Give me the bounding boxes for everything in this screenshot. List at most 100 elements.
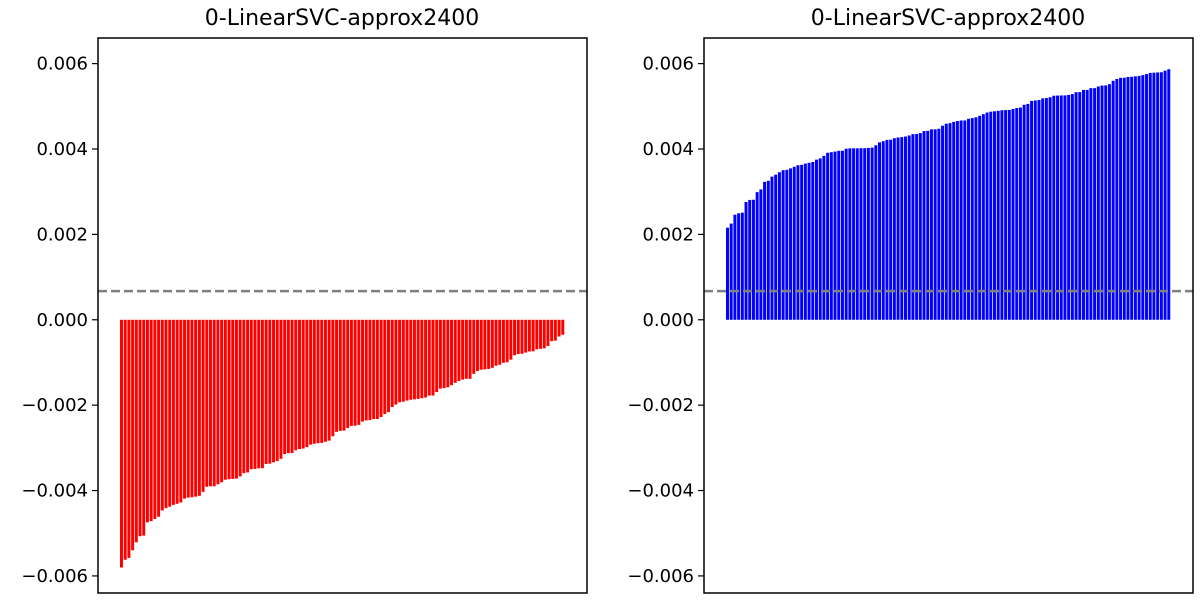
bar — [959, 120, 963, 320]
right-y-axis: −0.006 −0.004 −0.002 0.000 0.002 0.004 0.006 — [627, 54, 704, 587]
y-tick-label: 0.006 — [36, 54, 88, 75]
bar — [383, 319, 387, 414]
bar — [915, 133, 919, 320]
bar — [1111, 80, 1115, 320]
bar — [120, 319, 123, 568]
bar — [974, 117, 978, 320]
bar — [1041, 98, 1045, 320]
bar — [1093, 88, 1097, 320]
bar — [1063, 95, 1067, 320]
bar — [855, 148, 859, 320]
bar — [1074, 92, 1078, 320]
bar — [542, 319, 546, 349]
bar — [1011, 109, 1015, 320]
bar — [227, 319, 231, 480]
bar — [1018, 107, 1022, 320]
y-tick-label: −0.004 — [627, 481, 694, 502]
bar — [338, 319, 342, 431]
bar — [866, 147, 870, 320]
bar — [183, 319, 187, 499]
bar — [257, 319, 261, 469]
bar — [405, 319, 409, 401]
bar — [770, 176, 774, 320]
bar — [320, 319, 324, 443]
bar — [201, 319, 205, 492]
bar — [438, 319, 442, 389]
bar — [792, 166, 796, 320]
bar — [168, 319, 172, 507]
y-tick-label: −0.002 — [21, 395, 88, 416]
bar — [1067, 94, 1071, 320]
bar — [822, 155, 826, 320]
bar — [1096, 86, 1100, 320]
bar — [309, 319, 313, 445]
bar — [911, 134, 915, 320]
bar — [153, 319, 157, 520]
bar — [844, 148, 848, 320]
bar — [729, 223, 733, 320]
bar — [1085, 89, 1089, 320]
bar — [781, 170, 785, 320]
bar — [275, 319, 279, 462]
bar — [737, 213, 741, 320]
bar — [826, 152, 830, 320]
bar — [527, 319, 531, 352]
bar — [748, 199, 752, 320]
bar — [461, 319, 465, 380]
bar — [1033, 100, 1037, 320]
bar — [937, 128, 941, 320]
bar — [774, 174, 778, 320]
bar — [420, 319, 424, 399]
bar — [513, 319, 517, 356]
bar — [142, 319, 146, 536]
bar — [246, 319, 250, 473]
bar — [424, 319, 428, 398]
left-y-axis: −0.006 −0.004 −0.002 0.000 0.002 0.004 0.006 — [21, 54, 98, 587]
bar — [190, 319, 194, 498]
bar — [531, 319, 535, 352]
bar — [427, 319, 431, 396]
y-tick-label: −0.006 — [21, 566, 88, 587]
bar — [1082, 89, 1085, 320]
bar — [996, 110, 1000, 320]
bar — [498, 319, 502, 365]
bar — [501, 319, 505, 363]
bar — [751, 199, 755, 320]
bar — [160, 319, 164, 511]
bar — [197, 319, 201, 496]
bar — [1070, 94, 1074, 320]
y-tick-label: 0.000 — [36, 310, 88, 331]
bar — [785, 169, 789, 320]
bar — [264, 319, 268, 464]
bar — [981, 114, 985, 320]
bar — [1167, 69, 1171, 320]
bar — [963, 120, 967, 320]
bar — [379, 319, 383, 418]
bar — [145, 319, 149, 523]
bar — [818, 158, 822, 320]
bar — [1163, 70, 1167, 320]
bar — [357, 319, 361, 425]
bar — [970, 118, 974, 320]
bar — [123, 319, 127, 560]
bar — [298, 319, 301, 450]
bar — [446, 319, 450, 388]
bar — [885, 139, 889, 320]
bar — [164, 319, 168, 509]
bar — [205, 319, 209, 487]
bar — [1133, 76, 1137, 320]
bar — [186, 319, 190, 498]
bar — [777, 172, 781, 320]
bar — [892, 138, 896, 320]
bar — [494, 319, 498, 366]
bar — [889, 139, 893, 320]
bar — [272, 319, 276, 463]
right-bar-chart: 0-LinearSVC-approx2400 −0.006−0.004−0.00… — [627, 6, 1194, 594]
bar — [323, 319, 327, 442]
bar — [1059, 95, 1063, 320]
bar — [1145, 74, 1149, 320]
bar — [524, 319, 528, 353]
bar — [944, 123, 948, 320]
bar — [1007, 109, 1011, 320]
